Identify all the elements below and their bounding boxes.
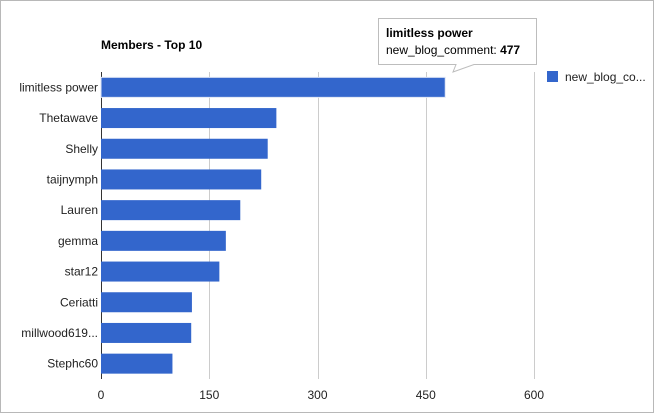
legend[interactable]: new_blog_co... (547, 70, 646, 84)
tooltip-value: 477 (500, 43, 520, 57)
legend-label[interactable]: new_blog_co... (565, 70, 646, 84)
bar[interactable] (101, 169, 262, 190)
category-label: star12 (65, 265, 99, 279)
x-tick-labels: 0 150 300 450 600 (98, 388, 545, 402)
bar[interactable] (101, 261, 220, 282)
tooltip-value-line: new_blog_comment: 477 (386, 43, 520, 57)
category-label: taijnymph (47, 172, 98, 186)
category-label: limitless power (19, 80, 98, 94)
tooltip-title: limitless power (386, 26, 473, 40)
x-tick-label: 0 (98, 388, 105, 402)
bar[interactable] (101, 322, 192, 343)
bar[interactable] (101, 108, 277, 129)
bar[interactable] (100, 76, 446, 98)
bar[interactable] (101, 353, 173, 374)
tooltip-series-label: new_blog_comment: (386, 43, 497, 57)
bar[interactable] (101, 138, 268, 159)
category-label: millwood619... (21, 326, 98, 340)
tooltip-box (378, 18, 537, 73)
legend-swatch[interactable] (547, 71, 558, 82)
x-tick-label: 300 (307, 388, 327, 402)
category-label: gemma (58, 234, 98, 248)
category-label: Thetawave (39, 111, 98, 125)
category-label: Lauren (61, 203, 98, 217)
bar[interactable] (101, 230, 226, 251)
x-tick-label: 600 (524, 388, 544, 402)
x-tick-label: 450 (416, 388, 436, 402)
category-labels: limitless power Thetawave Shelly taijnymph L… (19, 80, 98, 370)
x-tick-label: 150 (199, 388, 219, 402)
category-label: Stephc60 (47, 357, 98, 371)
bar[interactable] (101, 200, 241, 221)
tooltip: limitless power new_blog_comment: 477 (378, 18, 537, 73)
category-label: Shelly (65, 142, 98, 156)
chart-title: Members - Top 10 (101, 38, 202, 52)
bars (100, 76, 446, 374)
category-label: Ceriatti (60, 295, 98, 309)
bar[interactable] (101, 292, 192, 313)
